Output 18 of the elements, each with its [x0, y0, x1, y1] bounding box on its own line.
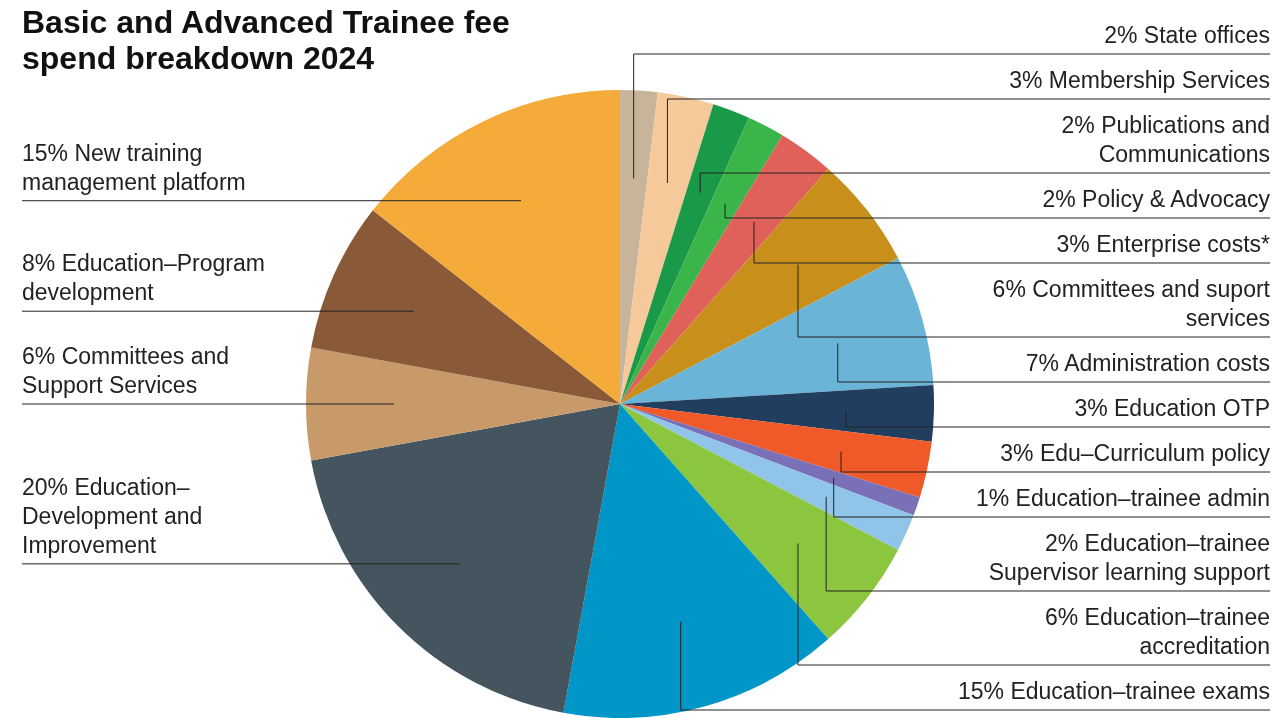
- slice-label: 8% Education–Program development: [22, 249, 266, 308]
- chart-title: Basic and Advanced Trainee fee spend breakdown 2024: [22, 4, 511, 76]
- slice-label: 7% Administration costs: [1025, 349, 1270, 378]
- slice-label: 20% Education–Development and Improvement: [22, 472, 204, 560]
- slice-label: 3% Edu–Curriculum policy: [1000, 439, 1270, 468]
- slice-label: 3% Membership Services: [1009, 66, 1270, 95]
- slice-label: 2% Policy & Advocacy: [1042, 185, 1270, 214]
- slice-label: 6% Education–trainee accreditation: [1043, 603, 1270, 661]
- slice-label: 15% Education–trainee exams: [958, 677, 1270, 706]
- slice-label: 15% New training management platform: [22, 138, 247, 197]
- slice-label: 6% Committees and Support Services: [22, 342, 231, 400]
- slice-label: 1% Education–trainee admin: [975, 484, 1270, 513]
- slice-label: 2% Education–trainee Supervisor learning support: [987, 529, 1270, 587]
- slice-label: 2% State offices: [1104, 21, 1270, 50]
- slice-label: 6% Committees and suport services: [991, 275, 1270, 333]
- slice-label: 3% Enterprise costs*: [1056, 230, 1270, 259]
- slice-label: 2% Publications and Communications: [1060, 111, 1270, 169]
- slice-label: 3% Education OTP: [1074, 394, 1270, 423]
